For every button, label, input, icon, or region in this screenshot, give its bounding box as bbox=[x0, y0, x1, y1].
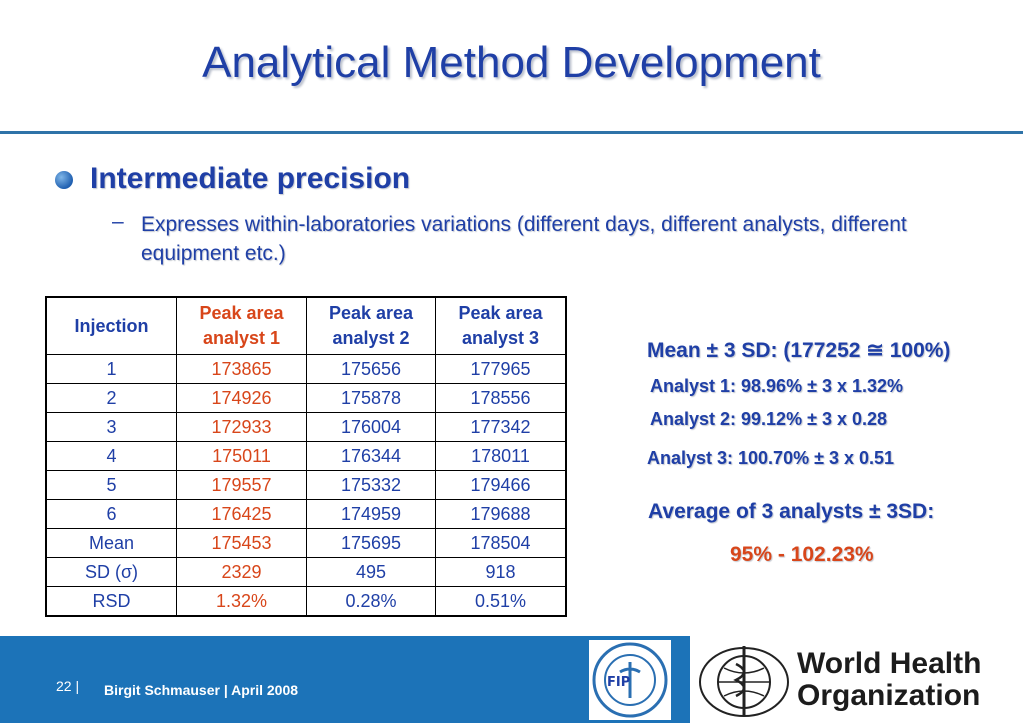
cell-analyst-3: 178011 bbox=[435, 441, 567, 471]
cell-analyst-3: 177965 bbox=[435, 354, 567, 384]
bullet-dot-icon bbox=[55, 171, 73, 189]
fip-logo: FIP bbox=[589, 640, 671, 720]
cell-analyst-3: 177342 bbox=[435, 412, 567, 442]
header-analyst-3: Peak area analyst 3 bbox=[435, 296, 567, 355]
cell-injection: RSD bbox=[45, 586, 177, 617]
cell-analyst-2: 175695 bbox=[306, 528, 436, 558]
cell-analyst-1: 176425 bbox=[176, 499, 307, 529]
header-analyst-1: Peak area analyst 1 bbox=[176, 296, 307, 355]
table-row: Mean 175453 175695 178504 bbox=[45, 528, 567, 558]
cell-analyst-3: 0.51% bbox=[435, 586, 567, 617]
cell-analyst-2: 0.28% bbox=[306, 586, 436, 617]
sub-bullet-dash: – bbox=[112, 210, 124, 233]
cell-analyst-1: 175453 bbox=[176, 528, 307, 558]
fip-seal-icon: FIP bbox=[592, 642, 668, 718]
who-wordmark: World Health Organization bbox=[797, 648, 981, 712]
cell-injection: 5 bbox=[45, 470, 177, 500]
cell-analyst-1: 175011 bbox=[176, 441, 307, 471]
cell-analyst-1: 172933 bbox=[176, 412, 307, 442]
cell-injection: 6 bbox=[45, 499, 177, 529]
slide-title: Analytical Method Development bbox=[202, 38, 821, 87]
header-injection: Injection bbox=[45, 296, 177, 355]
cell-analyst-1: 173865 bbox=[176, 354, 307, 384]
table-row: RSD 1.32% 0.28% 0.51% bbox=[45, 586, 567, 617]
cell-injection: 1 bbox=[45, 354, 177, 384]
cell-analyst-3: 178504 bbox=[435, 528, 567, 558]
table-row: 2 174926 175878 178556 bbox=[45, 383, 567, 413]
table-row: 1 173865 175656 177965 bbox=[45, 354, 567, 384]
who-line-2: Organization bbox=[797, 679, 981, 712]
sub-bullet-text: Expresses within-laboratories variations… bbox=[141, 213, 907, 265]
average-range: 95% - 102.23% bbox=[730, 543, 874, 566]
header-analyst-2: Peak area analyst 2 bbox=[306, 296, 436, 355]
bullet-heading: Intermediate precision bbox=[90, 162, 411, 195]
table-row: SD (σ) 2329 495 918 bbox=[45, 557, 567, 587]
cell-analyst-2: 495 bbox=[306, 557, 436, 587]
analyst-2-result: Analyst 2: 99.12% ± 3 x 0.28 bbox=[650, 409, 888, 429]
table-row: 5 179557 175332 179466 bbox=[45, 470, 567, 500]
average-label: Average of 3 analysts ± 3SD: bbox=[648, 500, 935, 523]
cell-analyst-3: 918 bbox=[435, 557, 567, 587]
mean-sd-summary: Mean ± 3 SD: (177252 ≅ 100%) bbox=[647, 339, 951, 362]
cell-analyst-2: 176344 bbox=[306, 441, 436, 471]
cell-analyst-1: 2329 bbox=[176, 557, 307, 587]
cell-analyst-1: 174926 bbox=[176, 383, 307, 413]
fip-letters: FIP bbox=[607, 675, 630, 690]
table-header-row: Injection Peak area analyst 1 Peak area … bbox=[45, 296, 567, 355]
footer-author-date: Birgit Schmauser | April 2008 bbox=[104, 682, 299, 698]
cell-analyst-2: 175332 bbox=[306, 470, 436, 500]
table-row: 4 175011 176344 178011 bbox=[45, 441, 567, 471]
who-logo bbox=[690, 636, 1023, 723]
cell-analyst-3: 178556 bbox=[435, 383, 567, 413]
cell-analyst-2: 176004 bbox=[306, 412, 436, 442]
page-number: 22 | bbox=[56, 678, 80, 694]
cell-analyst-3: 179688 bbox=[435, 499, 567, 529]
peak-area-table: Injection Peak area analyst 1 Peak area … bbox=[45, 296, 567, 617]
cell-injection: SD (σ) bbox=[45, 557, 177, 587]
cell-analyst-2: 174959 bbox=[306, 499, 436, 529]
who-line-1: World Health bbox=[797, 647, 982, 680]
analyst-1-result: Analyst 1: 98.96% ± 3 x 1.32% bbox=[650, 376, 904, 396]
cell-injection: 4 bbox=[45, 441, 177, 471]
cell-injection: 3 bbox=[45, 412, 177, 442]
who-emblem-icon bbox=[699, 646, 789, 717]
cell-analyst-2: 175878 bbox=[306, 383, 436, 413]
cell-analyst-1: 1.32% bbox=[176, 586, 307, 617]
table-row: 6 176425 174959 179688 bbox=[45, 499, 567, 529]
title-divider bbox=[0, 131, 1023, 134]
cell-injection: 2 bbox=[45, 383, 177, 413]
cell-injection: Mean bbox=[45, 528, 177, 558]
cell-analyst-2: 175656 bbox=[306, 354, 436, 384]
table-row: 3 172933 176004 177342 bbox=[45, 412, 567, 442]
cell-analyst-3: 179466 bbox=[435, 470, 567, 500]
analyst-3-result: Analyst 3: 100.70% ± 3 x 0.51 bbox=[647, 448, 895, 468]
cell-analyst-1: 179557 bbox=[176, 470, 307, 500]
